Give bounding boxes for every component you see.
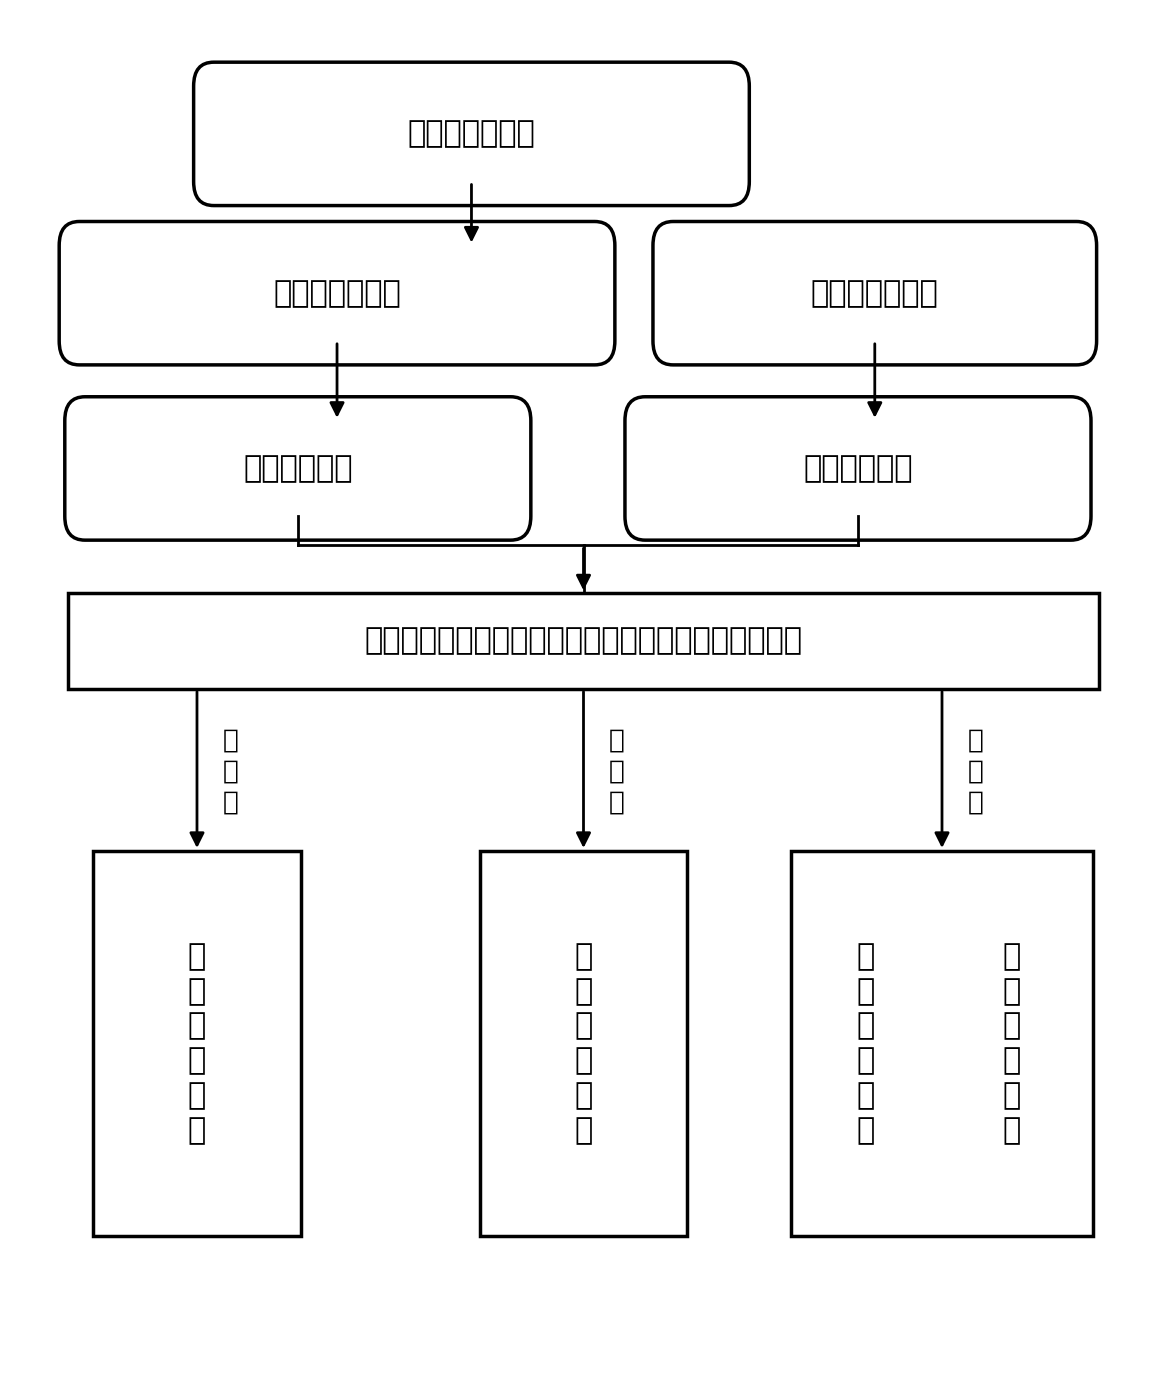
Text: 理论本征频率: 理论本征频率: [803, 454, 913, 483]
Text: 实测和理论本征频率的差值与理论本征频率之间的比值: 实测和理论本征频率的差值与理论本征频率之间的比值: [364, 626, 803, 656]
Bar: [93, 851, 301, 1236]
Bar: [68, 593, 1099, 689]
Bar: [791, 851, 1093, 1236]
Text: 优化张紧弦模型: 优化张紧弦模型: [811, 279, 938, 307]
FancyBboxPatch shape: [626, 397, 1091, 541]
Text: 实测本征频率: 实测本征频率: [243, 454, 352, 483]
FancyBboxPatch shape: [60, 221, 615, 365]
FancyBboxPatch shape: [654, 221, 1097, 365]
Text: 发
送
采
集
数
据: 发 送 采 集 数 据: [574, 942, 593, 1145]
Text: 发
送
采
集
数
据: 发 送 采 集 数 据: [1002, 942, 1021, 1145]
FancyBboxPatch shape: [65, 397, 531, 541]
FancyBboxPatch shape: [194, 62, 749, 206]
Text: 事
件
三: 事 件 三: [967, 727, 984, 815]
Text: 桥索的振动频谱: 桥索的振动频谱: [273, 279, 401, 307]
Text: 事
件
二: 事 件 二: [609, 727, 626, 815]
Text: 发
送
实
测
频
率: 发 送 实 测 频 率: [188, 942, 207, 1145]
Text: 事
件
一: 事 件 一: [223, 727, 238, 815]
Bar: [480, 851, 687, 1236]
Text: 传感器采集信号: 传感器采集信号: [407, 119, 536, 148]
Text: 提
高
采
样
频
率: 提 高 采 样 频 率: [857, 942, 875, 1145]
